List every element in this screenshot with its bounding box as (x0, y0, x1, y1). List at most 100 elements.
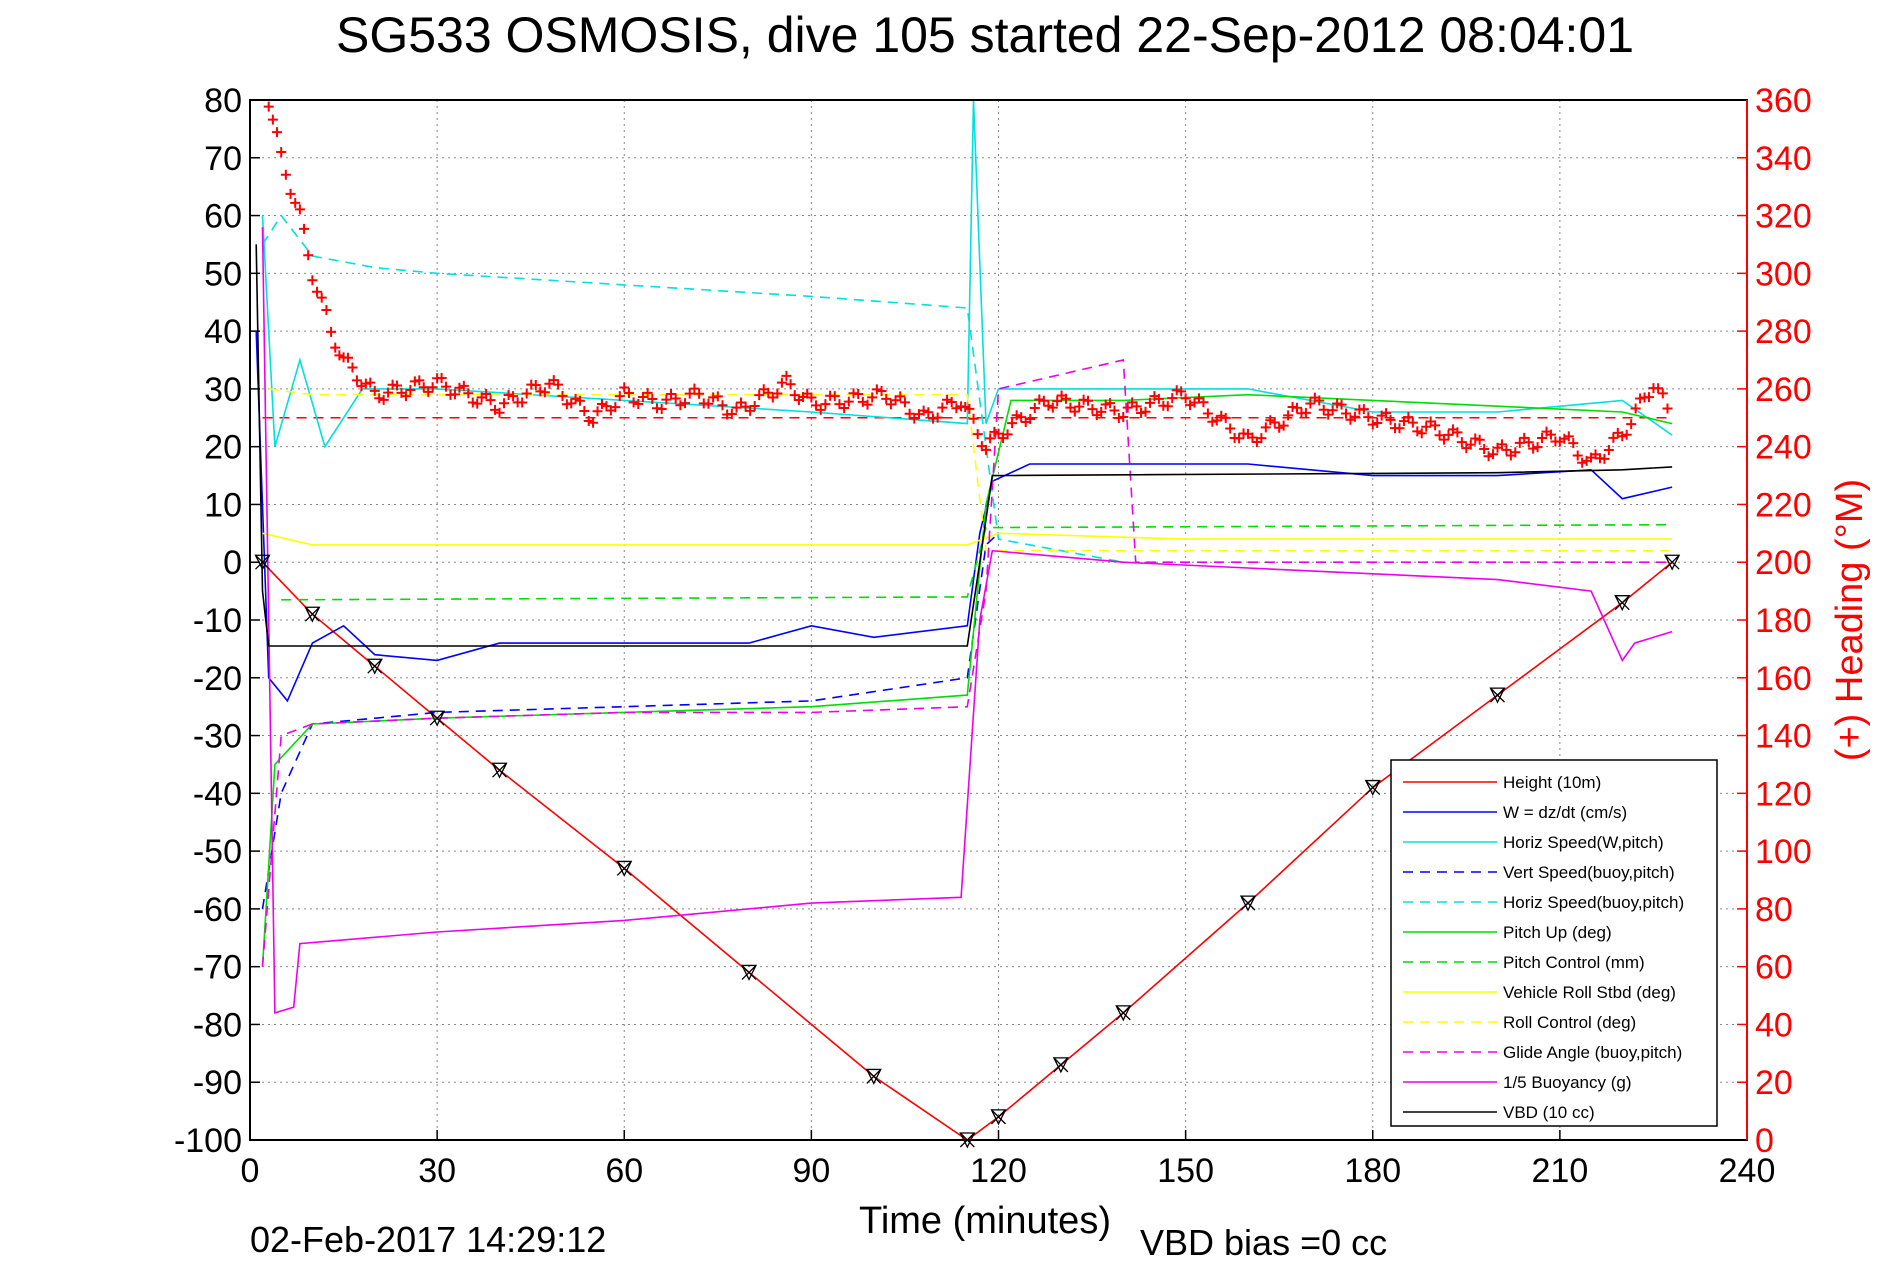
heading-marker (1407, 417, 1418, 428)
y-left-tick-label: -60 (193, 891, 242, 929)
heading-marker (1412, 426, 1423, 437)
heading-marker (494, 407, 505, 418)
heading-marker (619, 382, 630, 393)
heading-marker (1269, 417, 1280, 428)
heading-marker (1363, 412, 1374, 423)
heading-marker (1278, 420, 1289, 431)
heading-marker (647, 393, 658, 404)
chart-title: SG533 OSMOSIS, dive 105 started 22-Sep-2… (336, 7, 1634, 63)
heading-marker (1501, 444, 1512, 455)
heading-marker (1341, 408, 1352, 419)
heading-marker (517, 397, 528, 408)
x-tick-label: 180 (1344, 1152, 1401, 1190)
heading-marker (1109, 405, 1120, 416)
height-marker (1614, 595, 1631, 612)
series-line-10 (261, 227, 1673, 1014)
heading-marker (1234, 433, 1245, 444)
heading-marker (689, 383, 700, 394)
heading-marker (1514, 437, 1525, 448)
heading-marker (1216, 410, 1227, 421)
heading-marker (1136, 407, 1147, 418)
heading-marker (981, 444, 992, 455)
heading-marker (1456, 437, 1467, 448)
series-line-11 (255, 244, 1673, 647)
heading-marker (684, 388, 695, 399)
heading-marker (1318, 404, 1329, 415)
legend-label-5: Pitch Up (deg) (1503, 923, 1612, 942)
heading-marker (330, 342, 341, 353)
heading-marker (1140, 406, 1151, 417)
heading-marker (1096, 406, 1107, 417)
heading-marker (1474, 434, 1485, 445)
heading-marker (661, 394, 672, 405)
heading-marker (899, 397, 910, 408)
heading-marker (1403, 412, 1414, 423)
heading-marker (1265, 415, 1276, 426)
heading-marker (596, 398, 607, 409)
y-left-tick-label: 40 (204, 313, 242, 351)
heading-marker (1323, 409, 1334, 420)
y-left-tick-label: 20 (204, 429, 242, 467)
heading-marker (1061, 393, 1072, 404)
heading-marker (932, 412, 943, 423)
heading-marker (378, 394, 389, 405)
heading-marker (867, 392, 878, 403)
heading-marker (503, 389, 514, 400)
heading-marker (1220, 412, 1231, 423)
heading-marker (1025, 414, 1036, 425)
x-tick-labels: 0 30 60 90 120 150 180 210 240 (241, 1152, 1776, 1190)
footer-timestamp: 02-Feb-2017 14:29:12 (250, 1219, 606, 1260)
heading-marker (853, 389, 864, 400)
heading-marker (383, 387, 394, 398)
heading-marker (588, 417, 599, 428)
y-right-tick-label: 220 (1755, 486, 1812, 524)
heading-marker (436, 373, 447, 384)
heading-marker (909, 413, 920, 424)
heading-marker (280, 169, 291, 180)
legend-box (1390, 759, 1718, 1127)
legend-label-7: Vehicle Roll Stbd (deg) (1503, 983, 1676, 1002)
heading-marker (731, 402, 742, 413)
heading-marker (829, 391, 840, 402)
y-right-tick-label: 360 (1755, 82, 1812, 120)
heading-marker (675, 400, 686, 411)
heading-marker (472, 398, 483, 409)
heading-marker (1211, 415, 1222, 426)
heading-marker (1202, 408, 1213, 419)
y-right-tick-label: 100 (1755, 833, 1812, 871)
heading-marker (1577, 457, 1588, 468)
legend-label-6: Pitch Control (mm) (1503, 953, 1645, 972)
heading-marker (1113, 412, 1124, 423)
heading-marker (749, 401, 760, 412)
y-right-tick-label: 260 (1755, 371, 1812, 409)
heading-marker (294, 204, 305, 215)
heading-marker (776, 377, 787, 388)
series-line-8 (268, 388, 1673, 552)
series-line-3 (261, 532, 1000, 910)
heading-marker (427, 382, 438, 393)
heading-marker (1358, 404, 1369, 415)
heading-marker (1176, 386, 1187, 397)
y-left-tick-label: -20 (193, 660, 242, 698)
height-marker (254, 554, 271, 571)
heading-marker (1381, 408, 1392, 419)
heading-marker (806, 392, 817, 403)
height-marker (1664, 554, 1681, 571)
y-left-tick-label: 30 (204, 371, 242, 409)
x-tick-label: 210 (1532, 1152, 1589, 1190)
y-right-tick-label: 0 (1755, 1122, 1774, 1160)
height-marker (740, 964, 758, 981)
heading-marker (1385, 414, 1396, 425)
heading-marker (1559, 433, 1570, 444)
heading-marker (343, 352, 354, 363)
heading-marker (1510, 447, 1521, 458)
y-left-tick-label: -70 (193, 949, 242, 987)
x-tick-label: 120 (970, 1152, 1027, 1190)
heading-marker (1470, 433, 1481, 444)
series-line-2 (261, 99, 1673, 449)
heading-marker (1349, 411, 1360, 422)
heading-marker (623, 387, 634, 398)
heading-marker (272, 127, 283, 138)
vbd-bias-note: VBD bias =0 cc (1140, 1222, 1387, 1262)
y-right-tick-label: 160 (1755, 660, 1812, 698)
